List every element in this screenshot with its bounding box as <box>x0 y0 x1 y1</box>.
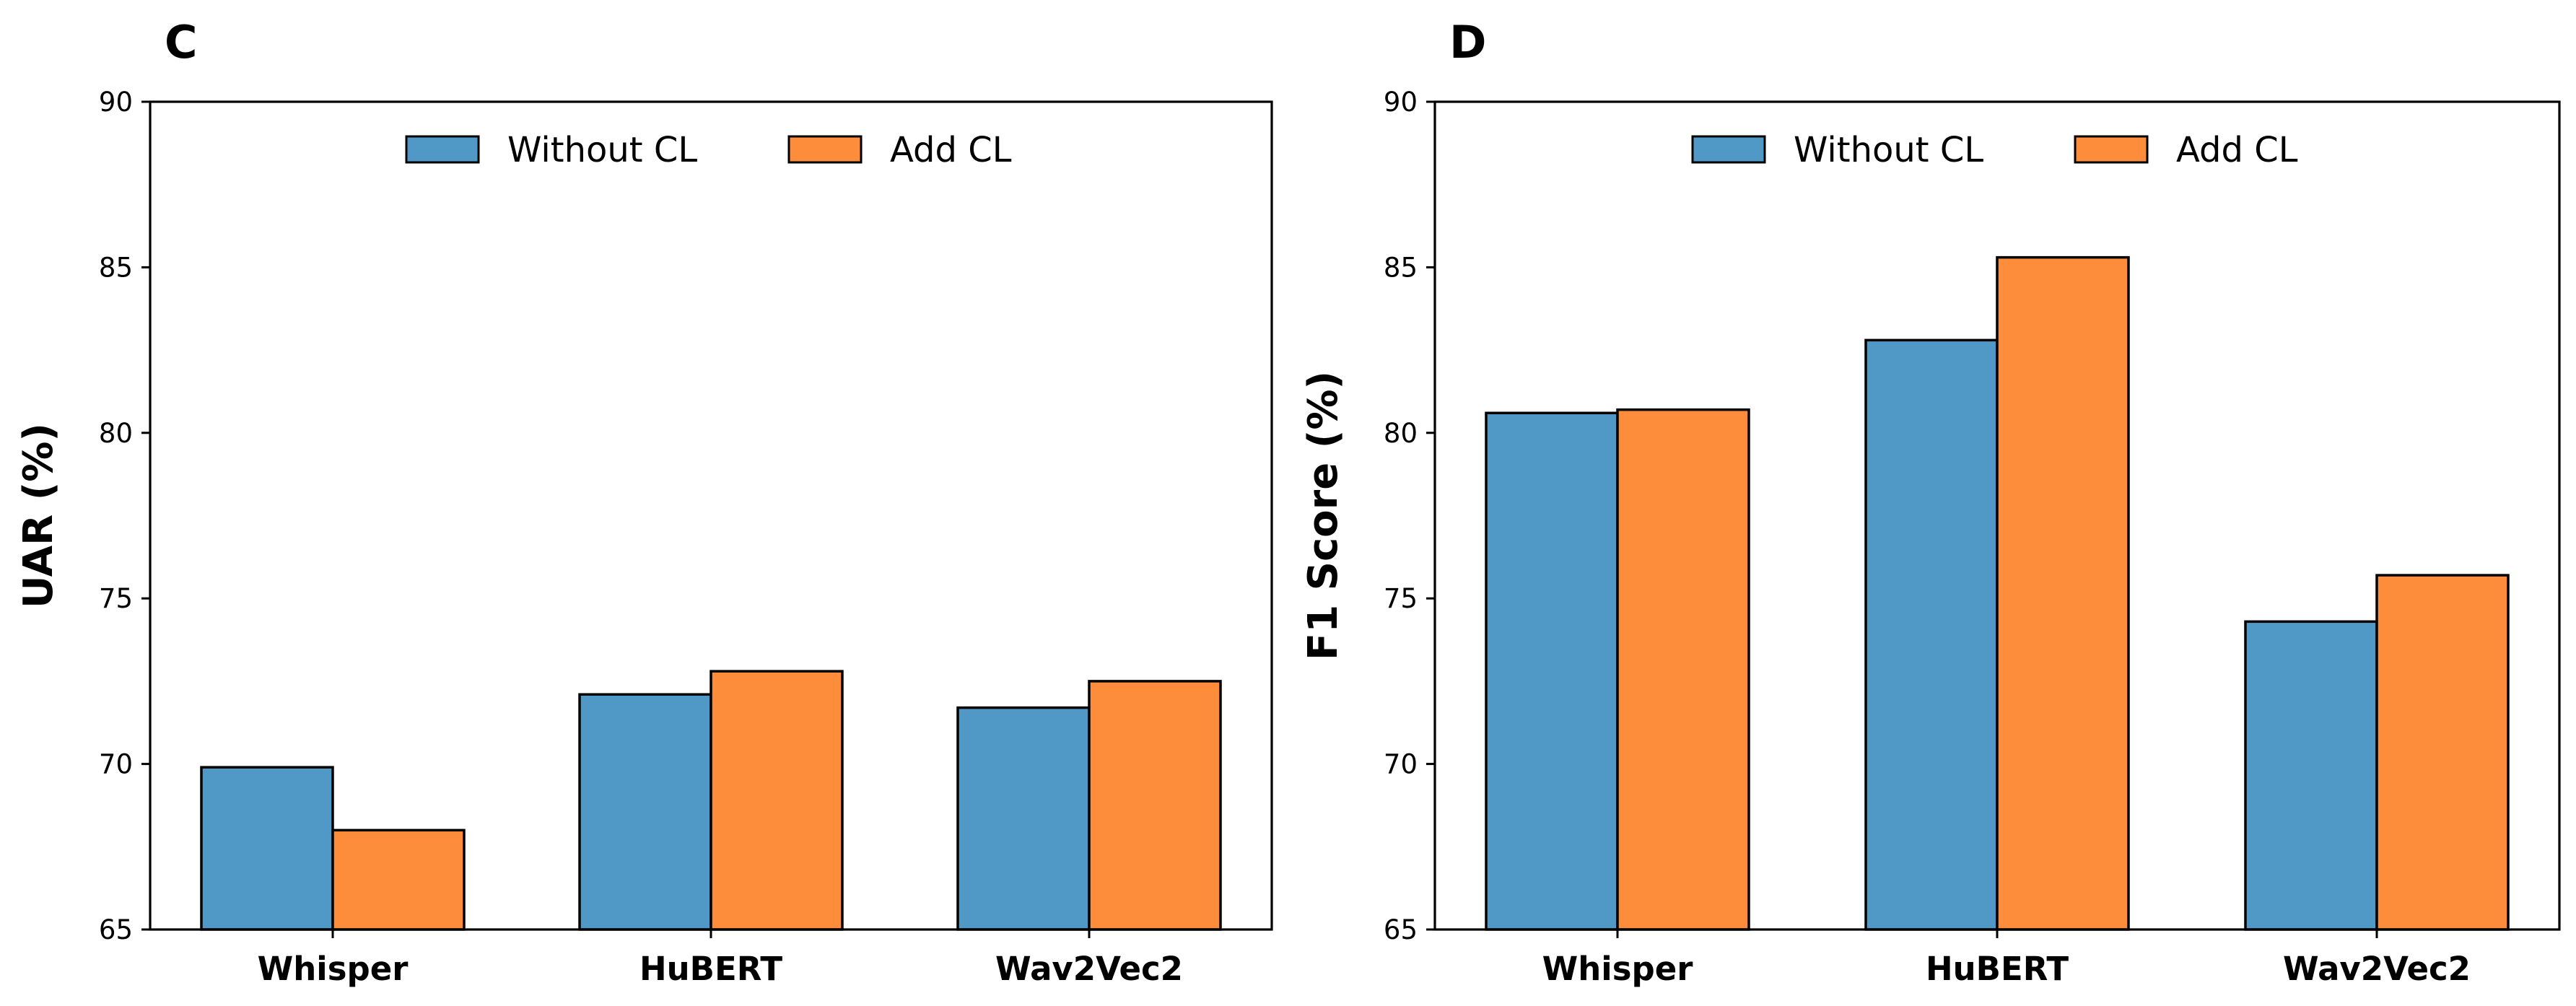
bar-whisper-add-cl <box>1616 408 1750 931</box>
y-tick-label: 65 <box>1384 914 1418 945</box>
chart-panel-c: C Whisper HuBERT Wav2Vec2 65 70 75 80 85 90 UAR (%… <box>15 16 1273 988</box>
legend-swatch <box>2074 135 2149 164</box>
x-tick-label: Whisper <box>258 950 409 988</box>
bar-wav2vec2-without-cl <box>2244 620 2378 931</box>
y-tick-label: 70 <box>99 749 133 780</box>
legend-label: Add CL <box>890 130 1012 170</box>
y-tick-label: 90 <box>99 87 133 118</box>
y-tick-label: 70 <box>1384 749 1418 780</box>
legend: Without CL Add CL <box>1691 130 2298 170</box>
legend-item: Add CL <box>2074 130 2298 170</box>
x-tick-label: Wav2Vec2 <box>995 950 1183 988</box>
y-tick-label: 80 <box>99 418 133 449</box>
y-tick-label: 75 <box>99 583 133 614</box>
chart-panel-d: D Whisper HuBERT Wav2Vec2 65 70 75 80 85 90 F1 Sco… <box>1300 16 2561 988</box>
legend-label: Without CL <box>1794 130 1983 170</box>
plot-frame <box>149 100 1273 931</box>
bar-wav2vec2-add-cl <box>2375 574 2510 931</box>
y-tick-label: 65 <box>99 914 133 945</box>
y-axis-title: F1 Score (%) <box>1300 371 1347 660</box>
legend-swatch <box>405 135 480 164</box>
bar-whisper-without-cl <box>1485 411 1619 931</box>
bars <box>200 670 1222 931</box>
y-tick-label: 80 <box>1384 418 1418 449</box>
plot-frame <box>1433 100 2561 931</box>
legend: Without CL Add CL <box>405 130 1012 170</box>
legend-item: Without CL <box>405 130 697 170</box>
y-tick-label: 85 <box>99 252 133 283</box>
x-tick-label: Wav2Vec2 <box>2283 950 2471 988</box>
panel-label: D <box>1449 16 1486 69</box>
legend-label: Add CL <box>2176 130 2298 170</box>
panel-label: C <box>165 16 198 69</box>
x-tick-label: HuBERT <box>639 950 782 988</box>
legend-swatch <box>1691 135 1766 164</box>
legend-swatch <box>787 135 863 164</box>
bar-hubert-add-cl <box>1996 255 2130 931</box>
y-tick-label: 90 <box>1384 87 1418 118</box>
legend-label: Without CL <box>507 130 697 170</box>
y-tick-label: 85 <box>1384 252 1418 283</box>
bar-whisper-without-cl <box>200 766 334 931</box>
bar-wav2vec2-add-cl <box>1088 680 1222 931</box>
bar-whisper-add-cl <box>331 828 466 931</box>
legend-item: Without CL <box>1691 130 1983 170</box>
legend-item: Add CL <box>787 130 1012 170</box>
bar-wav2vec2-without-cl <box>956 706 1091 931</box>
y-axis-title: UAR (%) <box>15 423 62 608</box>
x-tick-label: HuBERT <box>1926 950 2069 988</box>
bar-hubert-add-cl <box>710 670 844 931</box>
bar-hubert-without-cl <box>578 693 712 931</box>
bar-hubert-without-cl <box>1864 338 1999 931</box>
y-tick-label: 75 <box>1384 583 1418 614</box>
bars <box>1485 255 2510 931</box>
x-tick-label: Whisper <box>1542 950 1694 988</box>
